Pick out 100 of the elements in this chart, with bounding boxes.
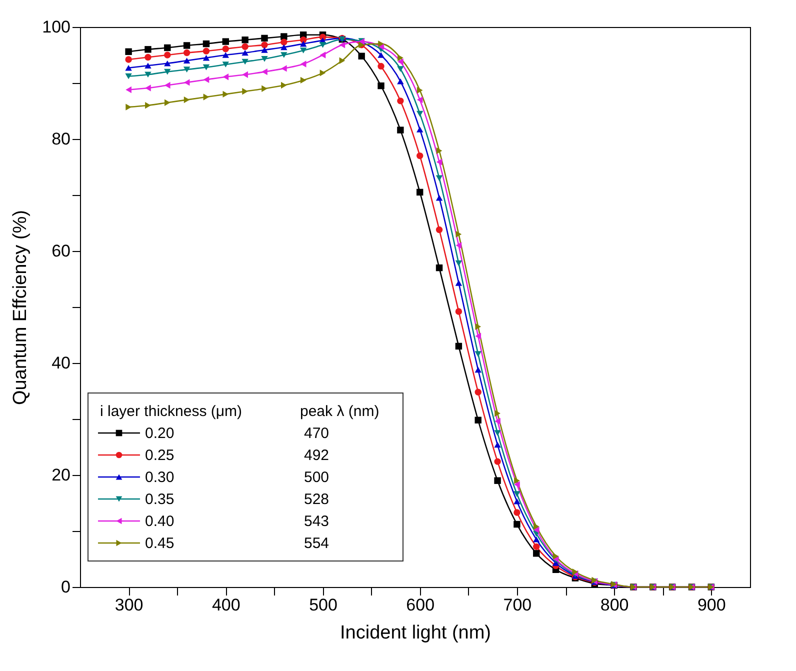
y-tick-label: 60 [52,242,70,260]
point [416,152,424,160]
point [164,44,171,52]
point [300,76,306,84]
point [339,57,346,64]
point [144,54,152,61]
point [397,78,404,84]
point [358,52,365,60]
point [378,82,384,90]
point [300,40,307,47]
point [533,526,540,534]
point [144,46,152,53]
annotation: 470 [304,425,330,442]
point [339,42,346,48]
point [397,66,404,72]
point [436,194,443,201]
point [416,86,423,94]
point [533,550,540,557]
point [474,366,482,373]
point [378,40,384,48]
y-tick-label: 20 [52,466,70,484]
point [144,62,152,69]
point [494,430,501,436]
point [222,62,230,68]
point [455,280,462,286]
point [300,48,307,54]
point [145,84,151,92]
point [126,86,132,94]
point [378,52,384,58]
point [398,54,404,62]
point [416,96,423,104]
point [533,543,540,550]
x-tick-label: 800 [600,596,629,614]
point [203,76,210,83]
legend-label: 0.25 [145,447,174,464]
y-axis-title: Quantum Effciency (%) [10,210,32,406]
point [475,332,482,340]
point [125,56,132,63]
point [262,68,268,76]
point [242,43,248,50]
point [222,73,229,80]
legend-label: 0.35 [145,491,174,508]
point [242,36,248,44]
point [514,509,520,516]
y-tick-label: 40 [52,354,70,372]
point [242,88,248,95]
point [184,79,190,86]
point [416,126,424,132]
point [494,410,500,417]
point [222,45,230,52]
annotation: 543 [304,513,330,530]
point [184,96,190,104]
point [280,38,288,46]
point [125,64,132,71]
point [494,458,501,465]
x-tick-label: 500 [309,596,338,614]
point [436,226,443,234]
y-tick-label: 80 [52,130,70,148]
point [183,58,190,64]
point [281,82,287,89]
annotation: 528 [304,491,330,508]
legend-label: 0.40 [145,513,174,530]
point [436,147,442,154]
point [436,175,443,182]
point [164,52,171,58]
point [320,70,326,76]
point [456,230,462,238]
point [494,442,501,448]
point [183,66,190,72]
point [281,65,287,72]
point [280,44,288,50]
point [280,52,288,58]
point [125,73,132,80]
x-tick-label: 400 [212,596,240,614]
point [222,38,230,45]
point [261,42,268,48]
point [126,104,132,110]
point [514,491,520,497]
point [494,477,501,484]
point [164,82,170,89]
point [164,68,171,75]
point [514,477,520,484]
point [455,308,462,315]
point [398,58,404,66]
point [144,72,152,78]
point [474,416,482,424]
point [164,60,171,66]
point [261,34,268,42]
x-tick-label: 600 [406,596,435,614]
point [320,52,326,58]
y-tick-label: 0 [61,578,70,596]
x-tick-label: 900 [697,596,726,614]
point [436,158,442,166]
x-tick-label: 300 [114,596,144,614]
point [300,36,307,44]
legend-label: 0.45 [145,535,174,552]
point [397,126,404,134]
point [514,481,520,488]
point [203,94,210,100]
annotation: 554 [304,535,330,552]
